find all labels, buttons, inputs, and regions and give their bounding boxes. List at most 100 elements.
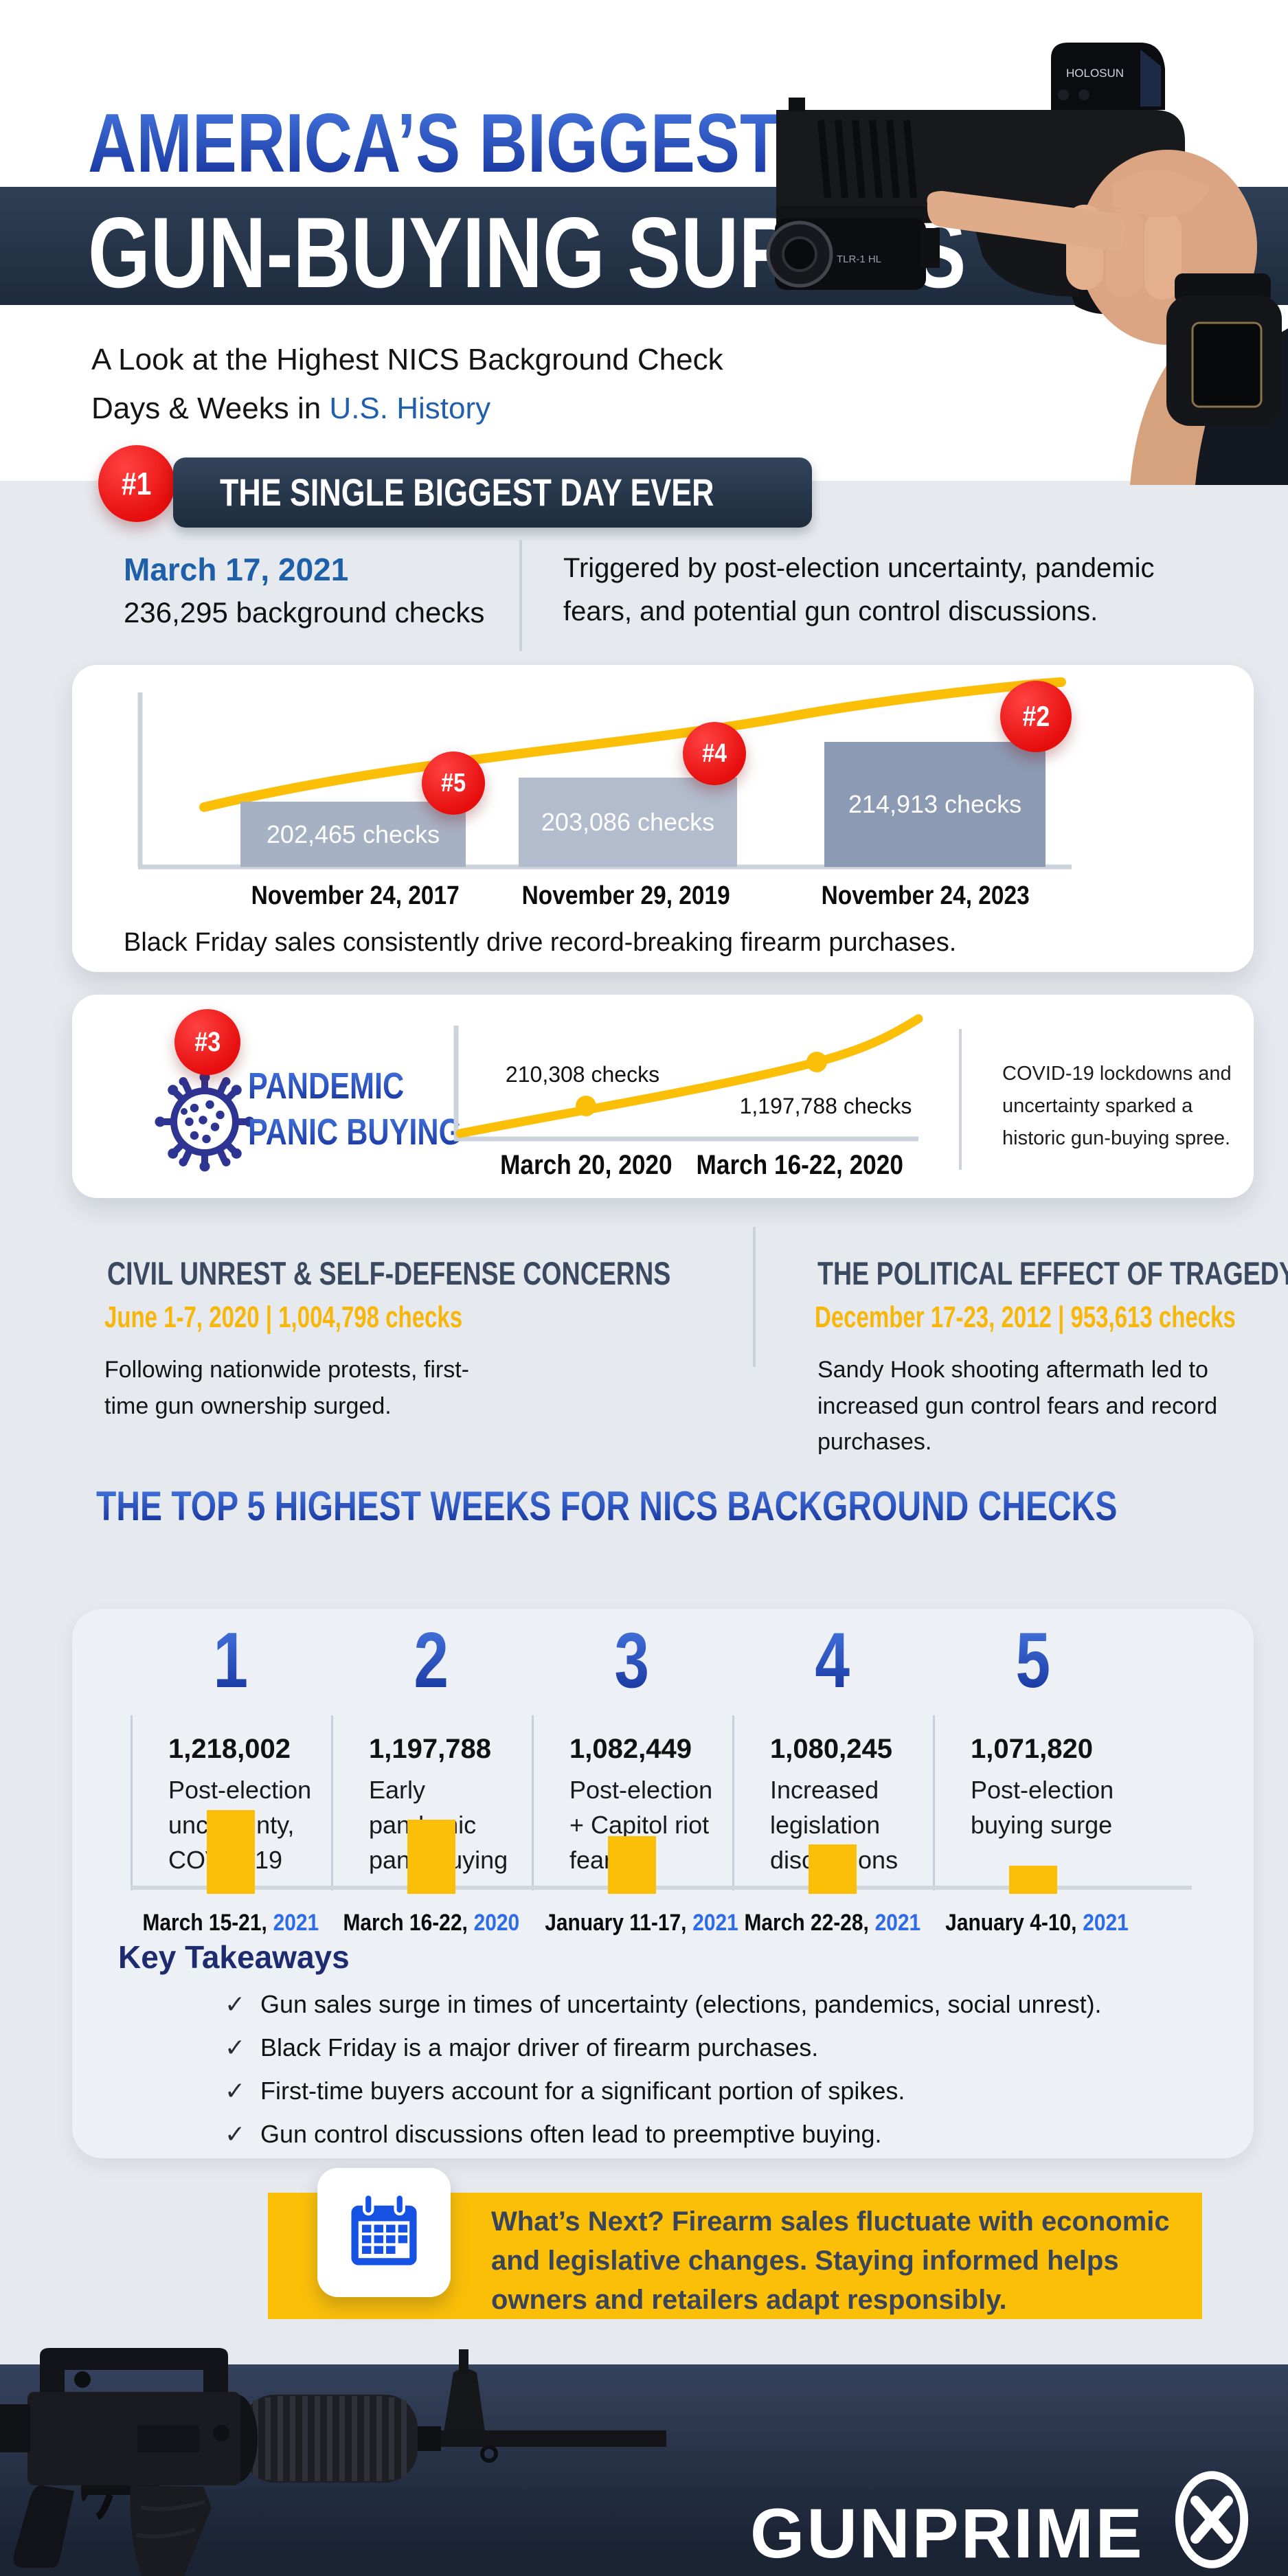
rank-2-badge-label: #2 [1022, 700, 1050, 732]
subtitle: A Look at the Highest NICS Background Ch… [91, 335, 723, 433]
top5-value: 1,197,788 [369, 1734, 491, 1764]
top5-divider [732, 1715, 734, 1890]
top5-bar [608, 1836, 656, 1894]
top5-date: January 11-17, 2021 [545, 1910, 738, 1936]
top5-divider [532, 1715, 534, 1890]
top5-date: March 15-21, 2021 [142, 1910, 319, 1936]
rank-1-badge: #1 [98, 445, 175, 522]
calendar-icon [351, 2193, 417, 2266]
bf-bar-2017-label: 202,465 checks [266, 820, 440, 848]
virus-icon [155, 1072, 255, 1172]
weapon-light-icon: TLR-1 HL [766, 218, 940, 290]
civil-unrest-title: CIVIL UNREST & SELF-DEFENSE CONCERNS [107, 1255, 671, 1291]
sight-brand-text: HOLOSUN [1066, 67, 1124, 80]
rank-3-badge: #3 [174, 1009, 240, 1075]
top5-value: 1,218,002 [168, 1734, 291, 1764]
subtitle-line2-prefix: Days & Weeks in [91, 392, 330, 426]
red-dot-sight-icon: HOLOSUN [1051, 43, 1165, 110]
pandemic-date-1: March 20, 2020 [499, 1150, 673, 1180]
pandemic-description: COVID-19 lockdowns and uncertainty spark… [1002, 1063, 1232, 1149]
top5-column-3: 3 1,082,449 Post-election + Capitol riot… [532, 1616, 738, 1939]
top5-bar [1009, 1866, 1057, 1894]
takeaway-item: ✓ First-time buyers account for a signifi… [225, 2077, 905, 2105]
page-title-line1: AMERICA’S BIGGEST [88, 96, 781, 190]
whats-next-text: What’s Next? Firearm sales fluctuate wit… [491, 2206, 1170, 2315]
bf-date-2017: November 24, 2017 [251, 881, 460, 910]
tragedy-stat: December 17-23, 2012 | 953,613 checks [815, 1300, 1236, 1334]
calendar-card [317, 2168, 451, 2297]
civil-unrest-description: Following nationwide protests, first-tim… [104, 1357, 470, 1419]
top5-baseline [131, 1886, 1192, 1890]
pandemic-point1-label: 210,308 checks [505, 1062, 660, 1087]
bf-bar-2023-label: 214,913 checks [848, 790, 1022, 818]
rank-1-badge-label: #1 [122, 466, 152, 501]
bf-bar-2019: 203,086 checks [519, 778, 737, 867]
pandemic-title: PANDEMIC PANIC BUYING [248, 1063, 515, 1155]
bf-date-2023: November 24, 2023 [821, 881, 1030, 910]
top5-rank: 2 [414, 1617, 449, 1704]
tragedy-title: THE POLITICAL EFFECT OF TRAGEDY [817, 1255, 1288, 1291]
top5-column-1: 1 1,218,002 Post-election uncertainty, C… [131, 1616, 331, 1939]
bf-bar-2023: 214,913 checks [824, 742, 1046, 867]
pistol-photo: HOLOSUN TLR-1 HL [766, 43, 1288, 485]
footer-logo-icon [1175, 2471, 1249, 2568]
top5-date: January 4-10, 2021 [945, 1910, 1129, 1936]
rank-4-badge-label: #4 [702, 738, 727, 768]
top5-date: March 22-28, 2021 [744, 1910, 921, 1936]
watch-icon [1166, 273, 1282, 426]
section1-divider [519, 540, 522, 651]
rank-5-badge: #5 [422, 752, 485, 815]
pandemic-chart [453, 1014, 923, 1142]
rank-5-badge-label: #5 [441, 768, 466, 798]
subtitle-line1: A Look at the Highest NICS Background Ch… [91, 343, 723, 376]
top5-column-4: 4 1,080,245 Increased legislation discus… [732, 1616, 933, 1939]
check-icon: ✓ [225, 2033, 246, 2061]
top5-value: 1,082,449 [569, 1734, 692, 1764]
rifle-photo [0, 2348, 666, 2576]
pistol-front-sight-icon [789, 98, 805, 111]
pandemic-date-2: March 16-22, 2020 [696, 1150, 903, 1180]
section1-title-bar: THE SINGLE BIGGEST DAY EVER [173, 457, 812, 528]
top5-rank: 5 [1015, 1617, 1051, 1704]
rank-4-badge: #4 [683, 722, 746, 785]
bf-date-2019: November 29, 2019 [521, 881, 730, 910]
check-icon: ✓ [225, 1990, 246, 2018]
columns-divider [753, 1227, 756, 1367]
pandemic-line [455, 1014, 923, 1138]
top5-bar [207, 1810, 255, 1894]
section1-title: THE SINGLE BIGGEST DAY EVER [220, 471, 714, 514]
rank-2-badge: #2 [1000, 681, 1072, 752]
top5-value: 1,071,820 [971, 1734, 1093, 1764]
takeaways-title: Key Takeaways [118, 1939, 350, 1975]
section1-stat: 236,295 background checks [124, 596, 485, 629]
light-brand-text: TLR-1 HL [837, 253, 881, 265]
rifle-magazine-icon [130, 2485, 212, 2576]
top5-date: March 16-22, 2020 [343, 1910, 520, 1936]
pandemic-divider [959, 1029, 962, 1170]
takeaway-item: ✓ Gun control discussions often lead to p… [225, 2120, 882, 2148]
takeaway-item: ✓ Gun sales surge in times of uncertainty… [225, 1990, 1102, 2018]
top5-title: THE TOP 5 HIGHEST WEEKS FOR NICS BACKGRO… [96, 1483, 1118, 1529]
section1-description: Triggered by post-election uncertainty, … [563, 553, 1155, 627]
bf-caption: Black Friday sales consistently drive re… [124, 928, 957, 957]
top5-divider [933, 1715, 935, 1890]
footer-brand: GUNPRIME [750, 2494, 1144, 2573]
takeaway-item: ✓ Black Friday is a major driver of firea… [225, 2033, 819, 2061]
tragedy-description: Sandy Hook shooting aftermath led to inc… [817, 1357, 1218, 1456]
bf-bar-2019-label: 203,086 checks [541, 808, 715, 836]
section1-date: March 17, 2021 [124, 552, 349, 587]
pandemic-point-1 [576, 1096, 596, 1116]
top5-value: 1,080,245 [770, 1734, 892, 1764]
rank-3-badge-label: #3 [194, 1026, 221, 1057]
top5-card: 1 1,218,002 Post-election uncertainty, C… [72, 1609, 1254, 2158]
top5-rank: 1 [213, 1617, 249, 1704]
top5-column-5: 5 1,071,820 Post-election buying surge J… [933, 1616, 1133, 1939]
bf-bar-2017: 202,465 checks [240, 802, 466, 867]
top5-column-2: 2 1,197,788 Early pandemic panic buying … [331, 1616, 532, 1939]
top5-rank: 4 [815, 1617, 850, 1704]
rifle-carry-handle-icon [40, 2348, 228, 2392]
check-icon: ✓ [225, 2077, 246, 2105]
top5-rank: 3 [614, 1617, 650, 1704]
pandemic-point2-label: 1,197,788 checks [739, 1094, 912, 1118]
